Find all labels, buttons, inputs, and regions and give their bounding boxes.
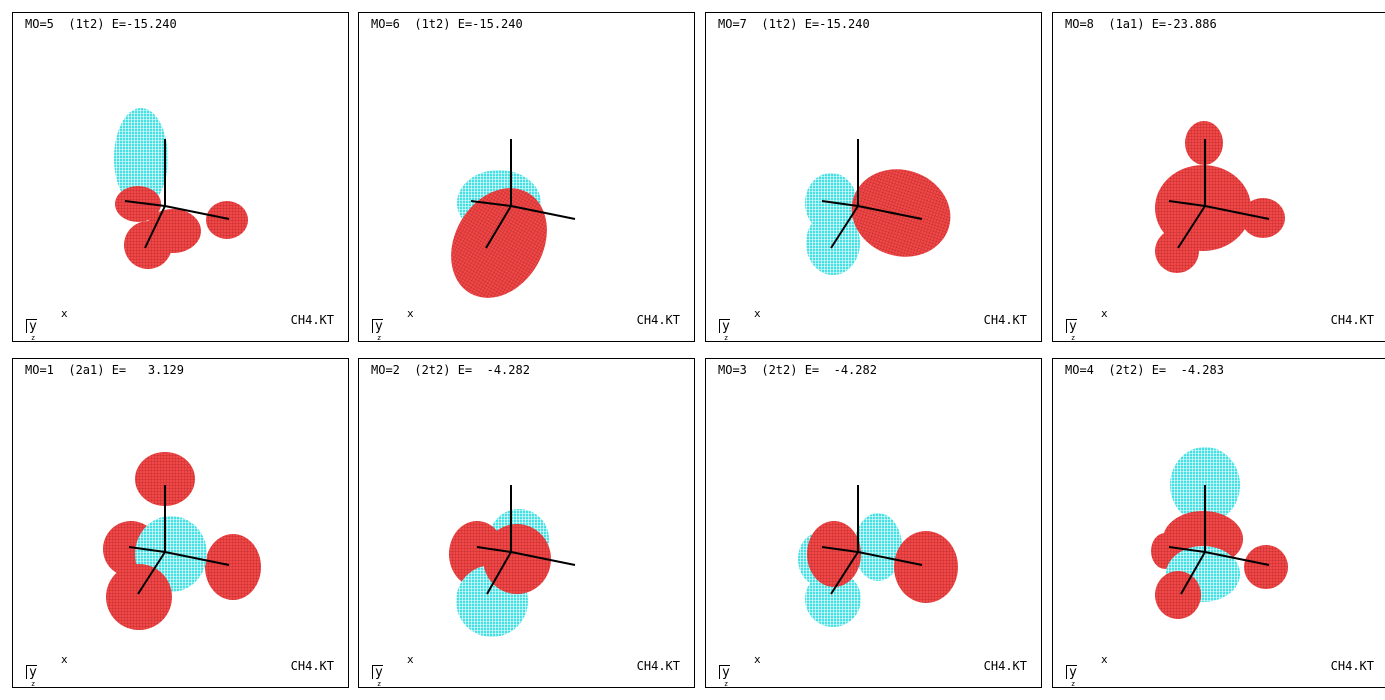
orbital-plot: [449, 485, 576, 637]
orbital-plot: [805, 139, 951, 275]
negative-lobe: [114, 108, 168, 208]
orbital-panel-mo1: MO=1 (2a1) E= 3.129 x y z CH4.KT: [12, 358, 349, 688]
axis-z-label: z: [31, 680, 36, 688]
positive-lobe: [205, 534, 261, 600]
positive-lobe: [1244, 545, 1288, 589]
file-label: CH4.KT: [636, 313, 680, 327]
ch4-bonds: [821, 139, 923, 249]
file-label: CH4.KT: [290, 659, 334, 673]
axis-z-label: z: [1071, 334, 1076, 342]
file-label: CH4.KT: [1330, 659, 1374, 673]
axis-y-label: y: [1066, 665, 1077, 679]
axis-z-label: z: [724, 680, 729, 688]
ch4-bonds: [821, 485, 923, 595]
ch4-bonds: [124, 139, 230, 249]
negative-lobe: [854, 513, 902, 581]
orbital-panel-mo5: MO=5 (1t2) E=-15.240 x y z CH4.KT: [12, 12, 349, 342]
file-label: CH4.KT: [1330, 313, 1374, 327]
orbital-plot: [798, 485, 958, 627]
axis-y-label: y: [1066, 319, 1077, 333]
orbital-panel-mo2: MO=2 (2t2) E= -4.282 x y z CH4.KT: [358, 358, 695, 688]
axis-z-label: z: [31, 334, 36, 342]
orbital-panel-mo4: MO=4 (2t2) E= -4.283 x y z CH4.KT: [1052, 358, 1385, 688]
file-label: CH4.KT: [983, 313, 1027, 327]
axis-x-label: x: [407, 653, 414, 666]
positive-lobe: [451, 188, 547, 298]
orbital-plot: [451, 139, 576, 298]
positive-lobe: [851, 169, 951, 257]
ch4-bonds: [476, 485, 576, 595]
positive-lobe: [135, 452, 195, 506]
positive-lobe: [124, 221, 172, 269]
positive-lobe: [1159, 189, 1187, 221]
ch4-bonds: [470, 139, 576, 249]
panel-title: MO=6 (1t2) E=-15.240: [371, 17, 523, 31]
axis-z-label: z: [377, 334, 382, 342]
orbital-plot: [114, 108, 248, 269]
negative-lobe: [805, 571, 861, 627]
panel-title: MO=4 (2t2) E= -4.283: [1065, 363, 1224, 377]
axis-y-label: y: [719, 319, 730, 333]
positive-lobe: [1155, 571, 1201, 619]
positive-lobe: [115, 186, 161, 222]
axis-y-label: y: [372, 319, 383, 333]
file-label: CH4.KT: [636, 659, 680, 673]
positive-lobe: [807, 521, 861, 587]
orbital-plot: [1155, 121, 1285, 273]
axis-y-label: y: [26, 665, 37, 679]
axis-z-label: z: [724, 334, 729, 342]
panel-title: MO=3 (2t2) E= -4.282: [718, 363, 877, 377]
file-label: CH4.KT: [290, 313, 334, 327]
axis-y-label: y: [719, 665, 730, 679]
axis-x-label: x: [1101, 307, 1108, 320]
positive-lobe: [206, 201, 248, 239]
orbital-panel-mo3: MO=3 (2t2) E= -4.282 x y z CH4.KT: [705, 358, 1042, 688]
axis-z-label: z: [377, 680, 382, 688]
panel-title: MO=8 (1a1) E=-23.886: [1065, 17, 1217, 31]
ch4-bonds: [128, 485, 230, 595]
axis-x-label: x: [1101, 653, 1108, 666]
positive-lobe: [106, 564, 172, 630]
axis-x-label: x: [407, 307, 414, 320]
orbital-panel-mo6: MO=6 (1t2) E=-15.240 x y z CH4.KT: [358, 12, 695, 342]
axis-x-label: x: [61, 307, 68, 320]
axis-x-label: x: [61, 653, 68, 666]
panel-title: MO=1 (2a1) E= 3.129: [25, 363, 184, 377]
axis-z-label: z: [1071, 680, 1076, 688]
orbital-plot: [1151, 447, 1288, 619]
panel-title: MO=5 (1t2) E=-15.240: [25, 17, 177, 31]
axis-y-label: y: [26, 319, 37, 333]
orbital-panel-mo7: MO=7 (1t2) E=-15.240 x y z CH4.KT: [705, 12, 1042, 342]
positive-lobe: [1155, 229, 1199, 273]
negative-lobe: [806, 211, 860, 275]
orbital-plot: [103, 452, 261, 630]
axis-x-label: x: [754, 307, 761, 320]
axis-x-label: x: [754, 653, 761, 666]
ch4-bonds: [1168, 485, 1270, 595]
panel-title: MO=2 (2t2) E= -4.282: [371, 363, 530, 377]
orbital-panel-mo8: MO=8 (1a1) E=-23.886 x y z CH4.KT: [1052, 12, 1385, 342]
positive-lobe: [483, 524, 551, 594]
axis-y-label: y: [372, 665, 383, 679]
ch4-bonds: [1168, 139, 1270, 249]
file-label: CH4.KT: [983, 659, 1027, 673]
panel-title: MO=7 (1t2) E=-15.240: [718, 17, 870, 31]
positive-lobe: [894, 531, 958, 603]
